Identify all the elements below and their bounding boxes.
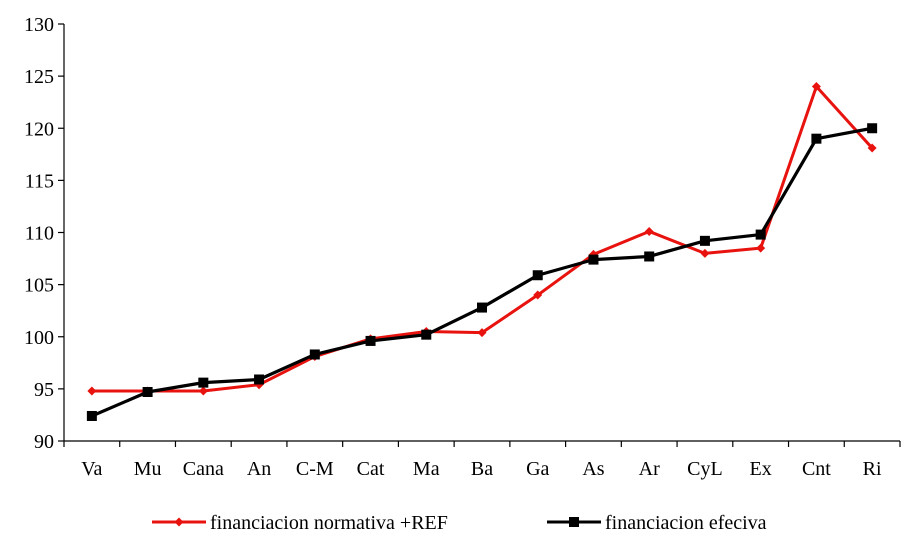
data-point bbox=[87, 386, 97, 396]
y-tick-label: 130 bbox=[24, 14, 54, 36]
legend-swatch-marker bbox=[174, 517, 184, 527]
data-point bbox=[533, 290, 543, 300]
legend-label: financiacion normativa +REF bbox=[210, 512, 448, 534]
x-tick-label: An bbox=[247, 458, 271, 480]
axes bbox=[58, 23, 901, 447]
series-line bbox=[91, 126, 873, 418]
x-tick-label: As bbox=[582, 458, 604, 480]
x-tick-label: Ba bbox=[471, 458, 493, 480]
x-axis-tick-labels: Va Mu Cana An C-M Cat Ma Ba Ga As Ar CyL Ex Cnt Ri bbox=[81, 458, 882, 480]
x-tick-label: Cat bbox=[357, 458, 385, 480]
x-tick-label: Va bbox=[81, 458, 102, 480]
legend-item: financiacion normativa +REF bbox=[152, 512, 448, 534]
x-tick-label: Cnt bbox=[802, 458, 831, 480]
data-point bbox=[365, 335, 376, 346]
data-point bbox=[644, 251, 655, 262]
y-axis-tick-labels: 90 95 100 105 110 115 120 125 130 bbox=[24, 14, 54, 453]
legend-label: financiacion efeciva bbox=[605, 512, 767, 534]
data-point bbox=[867, 143, 877, 153]
series-financiacion-efeciva bbox=[86, 123, 878, 421]
x-tick-label: CyL bbox=[687, 458, 723, 480]
data-point bbox=[756, 243, 766, 253]
y-tick-label: 95 bbox=[34, 379, 54, 401]
data-point bbox=[198, 377, 209, 388]
data-point bbox=[421, 329, 432, 340]
data-point bbox=[700, 248, 710, 258]
y-tick-label: 125 bbox=[24, 66, 54, 88]
data-point bbox=[532, 270, 543, 281]
data-point bbox=[588, 254, 599, 265]
x-tick-label: Ar bbox=[639, 458, 660, 480]
series-layer bbox=[86, 82, 878, 421]
y-tick-label: 110 bbox=[25, 223, 54, 245]
data-point bbox=[755, 229, 766, 240]
x-tick-label: Mu bbox=[134, 458, 162, 480]
data-point bbox=[699, 235, 710, 246]
x-tick-label: C-M bbox=[296, 458, 334, 480]
legend: financiacion normativa +REF financiacion … bbox=[152, 512, 767, 534]
y-tick-label: 100 bbox=[24, 327, 54, 349]
y-tick-label: 115 bbox=[25, 170, 54, 192]
x-tick-label: Ma bbox=[413, 458, 440, 480]
x-tick-label: Ga bbox=[526, 458, 549, 480]
data-point bbox=[867, 123, 878, 134]
series-line bbox=[91, 85, 874, 393]
y-tick-label: 90 bbox=[34, 431, 54, 453]
data-point bbox=[477, 302, 487, 313]
data-point bbox=[477, 328, 487, 338]
legend-swatch-marker bbox=[569, 517, 579, 527]
data-point bbox=[86, 410, 97, 421]
x-tick-label: Ri bbox=[863, 458, 882, 480]
data-point bbox=[254, 374, 265, 385]
legend-item: financiacion efeciva bbox=[547, 512, 767, 534]
data-point bbox=[142, 387, 153, 398]
y-tick-label: 120 bbox=[24, 118, 54, 140]
y-tick-label: 105 bbox=[24, 275, 54, 297]
data-point bbox=[811, 133, 822, 144]
data-point bbox=[644, 226, 654, 236]
x-tick-label: Cana bbox=[183, 458, 224, 480]
data-point bbox=[811, 82, 821, 92]
data-point bbox=[198, 386, 208, 396]
data-point bbox=[309, 349, 320, 360]
x-tick-label: Ex bbox=[750, 458, 772, 480]
